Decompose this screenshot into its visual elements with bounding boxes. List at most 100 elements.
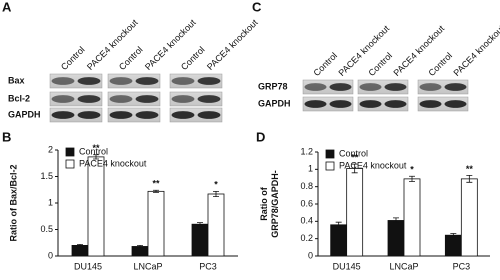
significance: *: [214, 180, 218, 190]
significance: **: [466, 164, 474, 174]
error-bar: [93, 154, 99, 160]
blot-band: [77, 77, 101, 85]
error-bar: [77, 243, 83, 247]
blot-band: [419, 100, 442, 108]
legend-label: Control: [79, 146, 108, 156]
bar: [403, 178, 421, 257]
blot-band: [359, 83, 382, 91]
bar: [444, 234, 462, 257]
row-label: GRP78: [258, 81, 288, 91]
blot-band: [384, 100, 407, 108]
blot-band: [77, 95, 101, 103]
error-bar: [409, 175, 415, 182]
y-tick-label: 1: [48, 197, 53, 207]
lane-label: PACE4 knockout: [452, 23, 500, 78]
lane-label: Control: [179, 45, 207, 73]
legend-swatch: [325, 149, 335, 159]
blot-band: [171, 111, 195, 119]
legend-label: PACE4 knockout: [79, 158, 147, 168]
lane-label: Control: [312, 51, 340, 79]
blot-band: [135, 95, 159, 103]
lane-label: PACE4 knockout: [205, 17, 260, 72]
error-bar: [393, 217, 399, 224]
bar: [191, 223, 209, 257]
panel-label: D: [256, 129, 265, 144]
blot-band: [51, 111, 75, 119]
legend-swatch: [325, 161, 335, 171]
blot-band: [359, 100, 382, 108]
bar: [207, 193, 225, 257]
lane-label: Control: [117, 45, 145, 73]
legend-swatch: [65, 159, 75, 169]
blot-band: [304, 100, 327, 108]
lane-label: PACE4 knockout: [337, 23, 392, 78]
error-bar: [335, 221, 342, 228]
blot-band: [444, 83, 467, 91]
bar: [147, 190, 165, 257]
y-tick-label: 0.2: [300, 233, 313, 243]
blot-band: [304, 83, 327, 91]
x-tick-label: PC3: [199, 261, 217, 271]
significance: **: [152, 179, 160, 189]
blot-band: [109, 77, 133, 85]
lane-label: Control: [59, 45, 87, 73]
y-tick-label: 0.8: [300, 181, 313, 191]
lane-label: Control: [367, 51, 395, 79]
blot-band: [171, 95, 195, 103]
bar: [346, 168, 364, 257]
blot-band: [329, 83, 352, 91]
x-tick-label: LNCaP: [133, 261, 162, 271]
blot-band: [135, 111, 159, 119]
blot-band: [419, 83, 442, 91]
y-tick-label: 2: [48, 144, 53, 154]
row-label: Bcl-2: [8, 93, 30, 103]
blot-band: [329, 100, 352, 108]
bar: [387, 220, 405, 257]
panel-label: A: [2, 0, 12, 14]
y-tick-label: 1.2: [300, 146, 313, 156]
y-axis-label: Ratio of Bax/Bcl-2: [8, 164, 18, 241]
y-tick-label: 0: [308, 250, 313, 260]
y-tick-label: 1.5: [40, 171, 53, 181]
bar: [71, 244, 89, 257]
blot-band: [77, 111, 101, 119]
significance: **: [351, 153, 359, 163]
lane-label: Control: [427, 51, 455, 79]
bar: [330, 224, 348, 257]
y-axis-label: GRP78/GAPDH-: [270, 170, 280, 238]
blot-band: [109, 111, 133, 119]
significance: *: [410, 165, 414, 175]
y-tick-label: 1: [308, 164, 313, 174]
blot-band: [171, 77, 195, 85]
blot-band: [51, 77, 75, 85]
y-tick-label: 0.5: [40, 224, 53, 234]
y-tick-label: 0: [48, 250, 53, 260]
error-bar: [213, 190, 219, 198]
error-bar: [137, 245, 143, 248]
y-axis-label: Ratio of: [259, 186, 269, 220]
blot-band: [197, 77, 221, 85]
error-bar: [153, 189, 159, 193]
x-tick-label: DU145: [74, 261, 102, 271]
blot-band: [109, 95, 133, 103]
significance: **: [92, 143, 100, 153]
x-tick-label: PC3: [453, 261, 471, 271]
row-label: GAPDH: [258, 98, 291, 108]
blot-band: [197, 95, 221, 103]
legend-label: Control: [339, 148, 368, 158]
x-tick-label: LNCaP: [389, 261, 418, 271]
error-bar: [450, 233, 457, 238]
panel-label: B: [2, 129, 11, 144]
row-label: Bax: [8, 75, 25, 85]
blot-band: [135, 77, 159, 85]
legend-label: PACE4 knockout: [339, 160, 407, 170]
error-bar: [197, 222, 203, 227]
y-tick-label: 0.4: [300, 216, 313, 226]
bar: [87, 156, 105, 257]
y-tick-label: 0.6: [300, 198, 313, 208]
blot-band: [51, 95, 75, 103]
legend-swatch: [65, 147, 75, 157]
row-label: GAPDH: [8, 109, 41, 119]
